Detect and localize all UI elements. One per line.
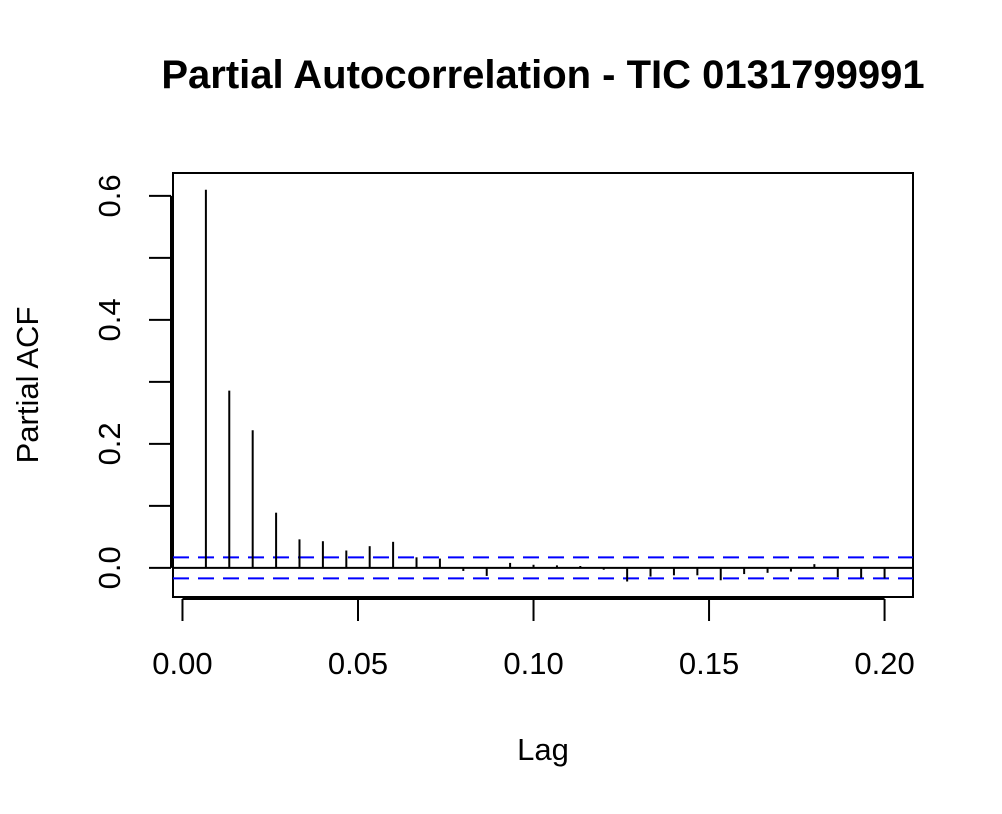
chart-title: Partial Autocorrelation - TIC 0131799991 (161, 53, 924, 97)
pacf-bars (204, 189, 886, 582)
x-tick-label: 0.15 (679, 646, 739, 681)
x-axis-label: Lag (517, 732, 569, 767)
y-axis-label: Partial ACF (10, 307, 45, 464)
y-tick-label: 0.2 (92, 422, 127, 465)
reference-lines (173, 556, 913, 580)
x-tick-label: 0.00 (152, 646, 212, 681)
y-tick-label: 0.4 (92, 298, 127, 341)
y-axis: 0.0 0.2 0.4 0.6 (92, 174, 172, 589)
x-axis: 0.00 0.05 0.10 0.15 0.20 (152, 598, 915, 681)
y-tick-label: 0.0 (92, 546, 127, 589)
x-tick-label: 0.20 (854, 646, 914, 681)
y-tick-label: 0.6 (92, 174, 127, 217)
x-tick-label: 0.05 (328, 646, 388, 681)
plot-frame (172, 172, 914, 598)
x-tick-label: 0.10 (503, 646, 563, 681)
